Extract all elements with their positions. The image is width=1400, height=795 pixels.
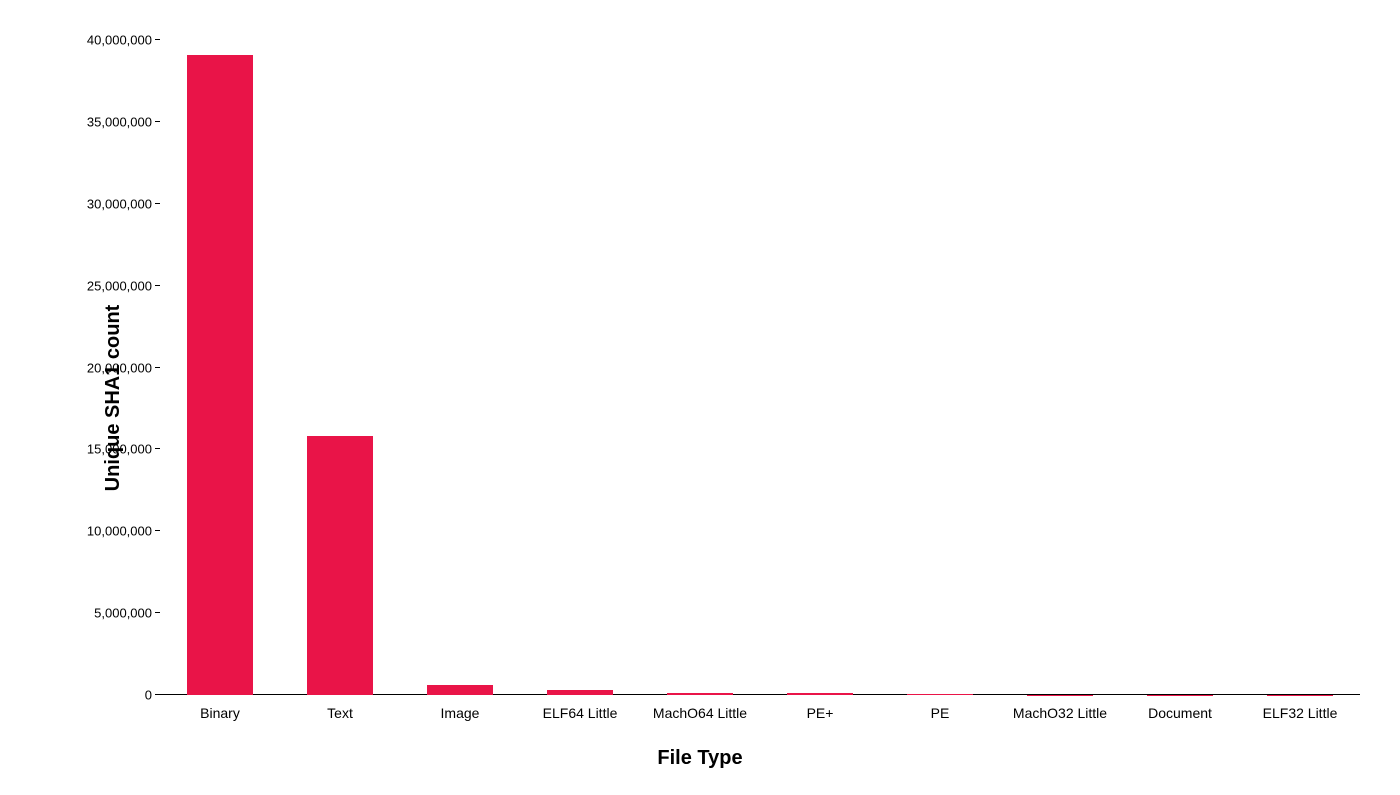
bar-slot — [160, 40, 280, 695]
bar-slot — [1240, 40, 1360, 695]
x-tick-label: Text — [280, 705, 400, 721]
bar — [547, 690, 613, 695]
bar-slot — [1120, 40, 1240, 695]
y-tick-mark — [155, 203, 160, 204]
bar-slot — [400, 40, 520, 695]
y-tick-label: 40,000,000 — [87, 33, 152, 48]
x-tick-label: ELF32 Little — [1240, 705, 1360, 721]
x-tick-label: MachO32 Little — [1000, 705, 1120, 721]
y-tick-mark — [155, 121, 160, 122]
y-tick-mark — [155, 612, 160, 613]
bar — [667, 693, 733, 695]
bar-slot — [760, 40, 880, 695]
bar-slot — [280, 40, 400, 695]
chart-container: Unique SHA1 count File Type 05,000,00010… — [0, 0, 1400, 795]
y-tick-mark — [155, 448, 160, 449]
y-axis-title: Unique SHA1 count — [102, 304, 125, 491]
y-tick-label: 30,000,000 — [87, 196, 152, 211]
x-tick-label: ELF64 Little — [520, 705, 640, 721]
y-tick-label: 20,000,000 — [87, 360, 152, 375]
bars-row — [160, 40, 1360, 695]
y-tick-label: 35,000,000 — [87, 114, 152, 129]
bar-slot — [520, 40, 640, 695]
bar — [187, 55, 253, 695]
x-tick-label: PE — [880, 705, 1000, 721]
y-tick-mark — [155, 530, 160, 531]
plot-area: 05,000,00010,000,00015,000,00020,000,000… — [160, 40, 1360, 695]
bar — [307, 436, 373, 695]
y-tick-mark — [155, 285, 160, 286]
y-tick-label: 15,000,000 — [87, 442, 152, 457]
x-tick-label: Document — [1120, 705, 1240, 721]
x-tick-label: Image — [400, 705, 520, 721]
bar — [787, 693, 853, 695]
bar — [907, 694, 973, 695]
x-tick-label: PE+ — [760, 705, 880, 721]
x-axis-labels: BinaryTextImageELF64 LittleMachO64 Littl… — [160, 705, 1360, 721]
y-tick-label: 0 — [145, 688, 152, 703]
y-tick-label: 5,000,000 — [94, 606, 152, 621]
y-tick-mark — [155, 367, 160, 368]
x-tick-label: MachO64 Little — [640, 705, 760, 721]
y-tick-mark — [155, 39, 160, 40]
x-axis-title: File Type — [657, 747, 742, 770]
bar-slot — [880, 40, 1000, 695]
y-tick-label: 10,000,000 — [87, 524, 152, 539]
bar — [427, 685, 493, 695]
bar-slot — [1000, 40, 1120, 695]
x-tick-label: Binary — [160, 705, 280, 721]
y-tick-mark — [155, 694, 160, 695]
bar-slot — [640, 40, 760, 695]
y-tick-label: 25,000,000 — [87, 278, 152, 293]
